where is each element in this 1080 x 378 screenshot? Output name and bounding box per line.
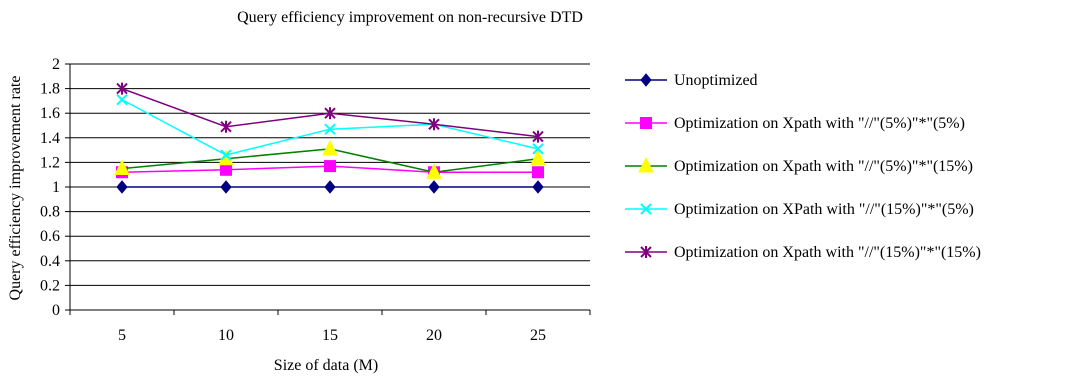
- data-point: [220, 120, 232, 133]
- chart-title: Query efficiency improvement on non-recu…: [237, 9, 583, 26]
- x-tick-label: 15: [322, 327, 338, 344]
- legend-label: Optimization on Xpath with "//"(15%)"*"(…: [674, 244, 981, 261]
- legend-item: Optimization on XPath with "//"(15%)"*"(…: [625, 201, 974, 218]
- legend-marker: [640, 203, 652, 215]
- series-3: [114, 139, 546, 179]
- y-tick-label: 0.6: [40, 228, 60, 245]
- y-tick-label: 1.6: [40, 105, 60, 122]
- legend-marker: [640, 117, 652, 129]
- legend-item: Optimization on Xpath with "//"(5%)"*"(1…: [625, 156, 973, 175]
- y-tick-label: 0.4: [40, 253, 60, 270]
- series-5: [116, 82, 544, 143]
- data-point: [116, 93, 128, 106]
- marker-stroke: [640, 203, 652, 215]
- data-point: [532, 166, 544, 179]
- legend-marker: [640, 246, 652, 258]
- data-point: [220, 180, 232, 194]
- legend-item: Unoptimized: [625, 72, 758, 89]
- data-point: [324, 123, 336, 135]
- x-tick-label: 25: [530, 327, 546, 344]
- data-point: [532, 180, 544, 194]
- y-tick-label: 0.2: [40, 277, 60, 294]
- legend-marker: [638, 156, 654, 173]
- y-tick-label: 1.4: [40, 130, 60, 147]
- legend-item: Optimization on Xpath with "//"(15%)"*"(…: [625, 244, 981, 261]
- series-1: [116, 180, 544, 194]
- marker-stroke: [220, 149, 232, 161]
- x-tick-label: 10: [218, 327, 234, 344]
- data-point: [530, 149, 546, 166]
- series-4: [116, 93, 544, 161]
- data-point: [322, 139, 338, 156]
- legend-label: Unoptimized: [674, 72, 758, 89]
- data-point: [324, 107, 336, 120]
- data-point: [428, 118, 440, 131]
- x-axis-label: Size of data (M): [274, 357, 378, 374]
- data-point: [532, 143, 544, 155]
- data-point: [116, 180, 128, 194]
- y-tick-label: 2: [52, 56, 60, 73]
- data-point: [426, 163, 442, 179]
- marker-stroke: [116, 93, 128, 106]
- legend-label: Optimization on XPath with "//"(15%)"*"(…: [674, 201, 974, 218]
- data-point: [220, 163, 232, 176]
- plot-area: 00.20.40.60.811.21.41.61.825 10 15 20 25: [40, 56, 591, 344]
- y-tick-label: 0: [52, 302, 60, 319]
- x-tick-label: 5: [118, 327, 126, 344]
- marker-stroke: [532, 143, 544, 155]
- data-point: [324, 160, 336, 173]
- legend-item: Optimization on Xpath with "//"(5%)"*"(5…: [625, 115, 965, 132]
- data-point: [220, 149, 232, 161]
- legend-marker: [640, 73, 652, 87]
- legend-label: Optimization on Xpath with "//"(5%)"*"(1…: [674, 158, 973, 175]
- y-tick-label: 1.2: [40, 154, 60, 171]
- y-tick-label: 0.8: [40, 204, 60, 221]
- y-tick-label: 1.8: [40, 81, 60, 98]
- data-point: [114, 159, 130, 176]
- data-point: [324, 180, 336, 194]
- y-axis-label: Query efficiency improvement rate: [7, 76, 24, 301]
- data-point: [532, 130, 544, 143]
- legend-label: Optimization on Xpath with "//"(5%)"*"(5…: [674, 115, 965, 132]
- marker-stroke: [324, 123, 336, 135]
- legend: Unoptimized Optimization on Xpath with "/…: [625, 72, 981, 261]
- x-tick-label: 20: [426, 327, 442, 344]
- y-tick-label: 1: [52, 179, 60, 196]
- data-point: [428, 180, 440, 194]
- data-point: [116, 82, 128, 95]
